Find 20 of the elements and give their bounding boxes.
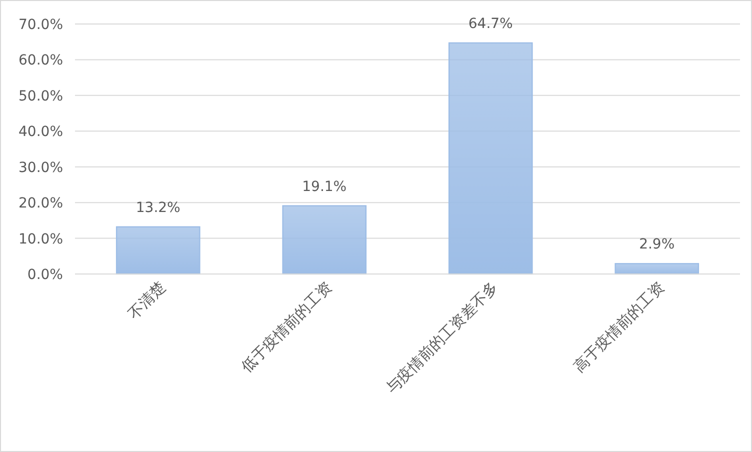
data-label: 64.7% xyxy=(468,16,513,32)
y-tick-label: 50.0% xyxy=(18,88,63,104)
x-tick-label: 与疫情前的工资差不多 xyxy=(382,278,502,397)
y-tick-label: 0.0% xyxy=(27,267,63,283)
y-tick-label: 70.0% xyxy=(18,17,63,33)
bar xyxy=(282,205,367,275)
y-tick-label: 60.0% xyxy=(18,52,63,69)
bar xyxy=(614,263,700,275)
x-tick-label: 高于疫情前的工资 xyxy=(570,278,668,376)
data-label: 19.1% xyxy=(302,178,347,195)
x-tick-label: 低于疫情前的工资 xyxy=(238,278,336,376)
y-tick-label: 40.0% xyxy=(18,124,63,140)
y-tick-label: 10.0% xyxy=(18,231,63,248)
data-label: 2.9% xyxy=(639,236,675,253)
data-label: 13.2% xyxy=(136,200,180,216)
bar xyxy=(116,226,200,275)
x-tick-label: 不清楚 xyxy=(124,278,169,323)
y-tick-label: 20.0% xyxy=(18,196,63,212)
bar xyxy=(448,42,533,275)
y-tick-label: 30.0% xyxy=(18,160,63,176)
